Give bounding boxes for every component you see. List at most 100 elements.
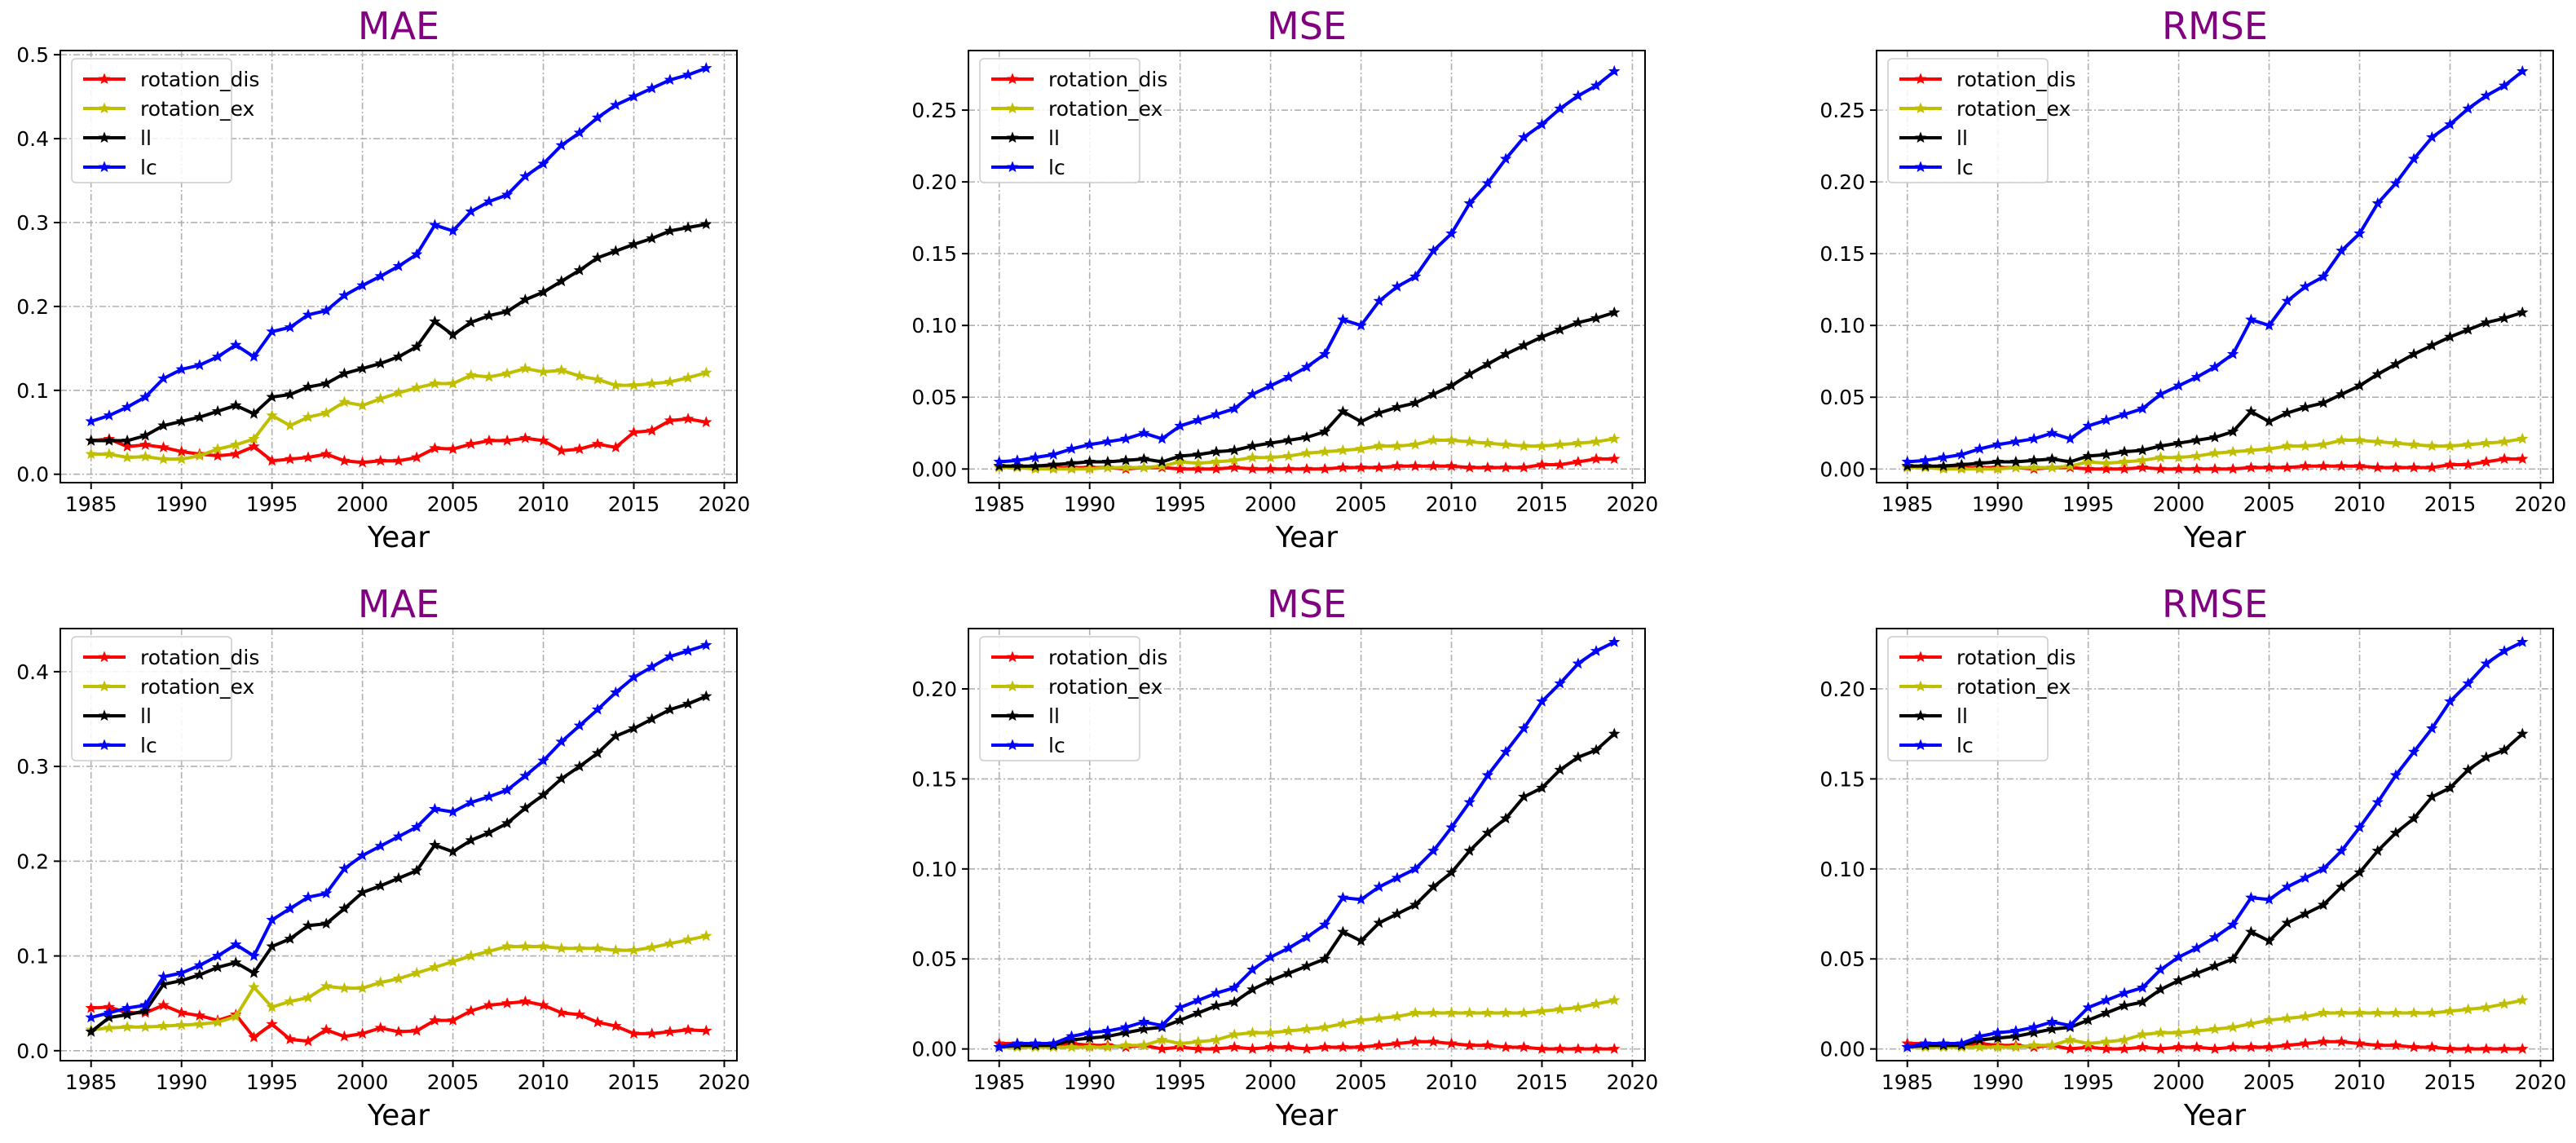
x-tick-label: 1990	[156, 1070, 208, 1094]
data-point-lc	[374, 840, 387, 851]
data-point-ll	[248, 966, 260, 978]
data-point-lc	[2498, 644, 2511, 656]
data-point-lc	[248, 949, 260, 961]
x-tick-label: 2005	[427, 492, 479, 516]
data-point-lc	[1119, 1021, 1132, 1033]
x-tick-label: 2015	[2424, 1070, 2477, 1094]
chart-title: RMSE	[2162, 4, 2268, 48]
data-point-rotation_ex	[1119, 1039, 1132, 1051]
data-point-rotation_dis	[2389, 1039, 2402, 1051]
data-point-lc	[700, 62, 712, 73]
data-point-ll	[266, 391, 278, 403]
data-point-ll	[1409, 396, 1422, 408]
data-point-ll	[1391, 907, 1404, 920]
data-point-ll	[1228, 444, 1241, 456]
data-point-lc	[1246, 963, 1259, 975]
series-line-rotation_dis	[90, 1000, 707, 1044]
data-point-ll	[1246, 439, 1259, 452]
x-tick-label: 2005	[2243, 492, 2296, 516]
data-point-rotation_dis	[320, 1023, 333, 1035]
data-point-lc	[2046, 1015, 2058, 1027]
data-point-lc	[1373, 880, 1386, 893]
data-point-ll	[2136, 995, 2149, 1008]
data-point-rotation_dis	[392, 1025, 405, 1037]
data-point-lc	[2407, 745, 2420, 757]
subplot-2: 1985 1990 1995 2000 2005 2010 2015 2020 0.00 0.05…	[911, 4, 1658, 554]
data-point-ll	[2299, 400, 2312, 413]
data-point-rotation_ex	[681, 371, 695, 383]
data-point-lc	[374, 270, 387, 281]
data-point-lc	[429, 802, 441, 814]
y-tick-label: 0.0	[16, 1039, 49, 1063]
data-point-rotation_ex	[1210, 455, 1223, 467]
data-point-rotation_ex	[1463, 435, 1475, 447]
data-point-rotation_ex	[2336, 1006, 2348, 1018]
data-point-rotation_dis	[1572, 455, 1585, 467]
legend-marker-ll	[1006, 709, 1019, 722]
data-point-rotation_dis	[1590, 452, 1603, 465]
data-point-rotation_dis	[1174, 462, 1186, 474]
x-tick-label: 1995	[1154, 1070, 1206, 1094]
data-point-ll	[591, 747, 604, 758]
y-tick-label: 0.00	[911, 457, 957, 481]
data-point-lc	[1974, 1030, 1986, 1042]
data-point-rotation_ex	[2082, 1037, 2094, 1049]
data-point-rotation_ex	[1264, 451, 1277, 463]
data-point-lc	[302, 308, 315, 320]
x-tick-label: 1985	[973, 1070, 1026, 1094]
data-point-rotation_dis	[1409, 460, 1422, 471]
legend-box	[1887, 58, 2049, 183]
data-point-lc	[2444, 695, 2456, 707]
axes-frame	[1876, 50, 2554, 483]
data-point-rotation_dis	[1300, 1043, 1313, 1054]
data-point-rotation_dis	[1481, 1039, 1494, 1051]
data-point-rotation_dis	[2299, 460, 2312, 471]
data-point-rotation_dis	[356, 1027, 368, 1039]
data-point-ll	[2317, 898, 2330, 911]
data-point-ll	[2336, 388, 2348, 399]
data-point-lc	[410, 820, 423, 832]
legend-marker-rotation_dis	[1006, 651, 1019, 663]
x-tick-label: 1990	[1972, 492, 2024, 516]
data-point-ll	[1174, 449, 1186, 461]
data-point-ll	[1192, 1006, 1205, 1018]
data-point-rotation_dis	[2245, 1040, 2257, 1053]
legend-box	[979, 636, 1140, 761]
data-point-rotation_ex	[392, 972, 405, 984]
data-point-lc	[2190, 942, 2203, 954]
y-tick-label: 0.15	[1820, 242, 1865, 266]
data-point-lc	[2299, 872, 2312, 884]
data-point-ll	[211, 960, 224, 973]
data-point-ll	[1391, 400, 1404, 413]
data-point-lc	[1156, 1019, 1168, 1031]
data-point-rotation_dis	[211, 449, 224, 461]
data-point-lc	[1065, 443, 1078, 454]
data-point-rotation_ex	[2336, 434, 2348, 446]
data-point-ll	[2136, 444, 2149, 456]
data-point-rotation_ex	[2100, 1035, 2113, 1047]
data-point-rotation_ex	[1554, 438, 1566, 450]
data-point-ll	[1083, 455, 1096, 467]
y-tick-label: 0.00	[1820, 1038, 1865, 1061]
data-point-rotation_dis	[2444, 1043, 2456, 1054]
data-point-ll	[2046, 1022, 2058, 1035]
data-point-ll	[2353, 379, 2366, 391]
x-tick-label: 1995	[2062, 1070, 2115, 1094]
data-point-rotation_ex	[573, 369, 586, 382]
data-point-lc	[2462, 677, 2474, 689]
data-point-rotation_ex	[284, 995, 297, 1007]
data-point-rotation_ex	[230, 1010, 242, 1022]
legend-marker-rotation_ex	[1006, 102, 1019, 114]
data-point-ll	[591, 251, 604, 263]
legend-marker-lc	[98, 161, 111, 173]
x-tick-label: 2020	[699, 1070, 751, 1094]
data-point-rotation_dis	[573, 1008, 586, 1020]
legend-marker-ll	[98, 131, 111, 143]
data-point-rotation_ex	[211, 1016, 224, 1028]
data-point-lc	[555, 735, 567, 748]
data-point-rotation_ex	[501, 367, 514, 379]
data-point-rotation_ex	[555, 364, 567, 376]
data-point-rotation_dis	[248, 1030, 260, 1043]
data-point-lc	[700, 638, 712, 651]
